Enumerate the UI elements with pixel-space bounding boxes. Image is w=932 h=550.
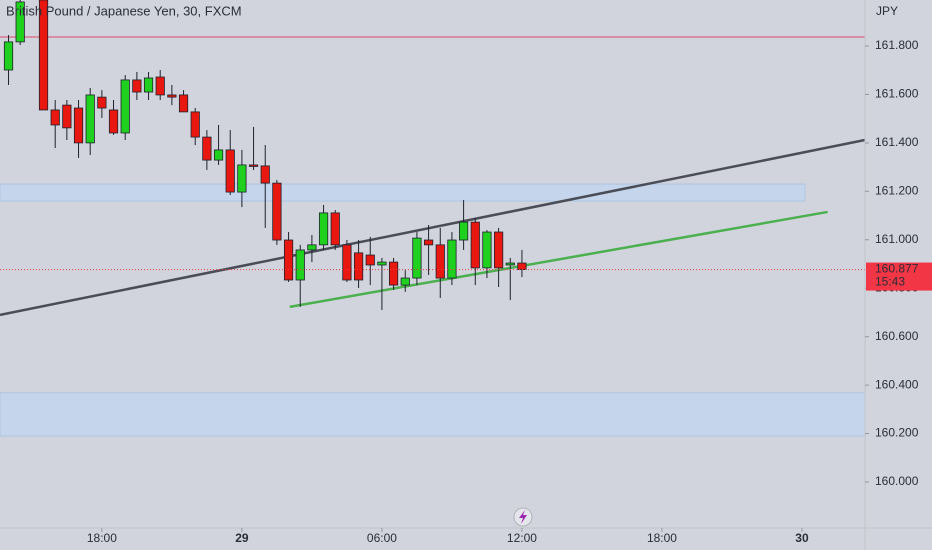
candle-body bbox=[73, 107, 84, 144]
candle-body bbox=[482, 231, 492, 269]
y-tick-label: 160.000 bbox=[875, 474, 919, 488]
candle-body bbox=[15, 1, 25, 43]
x-tick-label: 06:00 bbox=[367, 531, 397, 545]
candle-body bbox=[155, 76, 165, 96]
price-unit: JPY bbox=[876, 4, 898, 18]
candle-body bbox=[143, 77, 154, 93]
candle-body bbox=[423, 239, 434, 246]
candle-body bbox=[307, 244, 317, 251]
x-tick-label: 29 bbox=[235, 531, 249, 545]
trend-line bbox=[289, 210, 828, 309]
candle-body bbox=[447, 239, 457, 279]
candle-body bbox=[108, 109, 119, 134]
candle-body bbox=[202, 136, 212, 161]
chart-title: British Pound / Japanese Yen, 30, FXCM bbox=[6, 3, 242, 18]
y-tick-label: 160.200 bbox=[875, 426, 919, 440]
candle-body bbox=[458, 221, 469, 241]
countdown-label: 15:43 bbox=[875, 275, 905, 289]
candle-body bbox=[178, 94, 189, 113]
candle-body bbox=[470, 221, 480, 269]
candle-body bbox=[225, 149, 235, 193]
x-tick-label: 30 bbox=[795, 531, 809, 545]
candle-body bbox=[505, 262, 515, 266]
x-tick-label: 18:00 bbox=[647, 531, 677, 545]
replay-icon[interactable] bbox=[513, 507, 533, 527]
candle-body bbox=[190, 111, 200, 138]
candle-body bbox=[97, 96, 107, 109]
candle-body bbox=[435, 244, 445, 279]
candle-body bbox=[342, 244, 352, 281]
candle-body bbox=[260, 165, 270, 184]
candle-body bbox=[120, 79, 130, 134]
candle-body bbox=[517, 262, 527, 270]
plot-area bbox=[0, 0, 865, 437]
candle-body bbox=[400, 277, 410, 286]
y-tick-label: 161.000 bbox=[875, 232, 919, 246]
candle-body bbox=[494, 231, 504, 269]
last-price-label: 160.877 bbox=[875, 262, 919, 276]
candle-body bbox=[283, 239, 294, 281]
candle-body bbox=[365, 254, 375, 266]
candle-body bbox=[272, 182, 282, 241]
candle-body bbox=[237, 164, 247, 193]
candle-body bbox=[377, 261, 387, 266]
last-price-box bbox=[866, 262, 932, 291]
candle-body bbox=[213, 149, 224, 161]
icon-bolt[interactable] bbox=[519, 510, 527, 524]
y-tick-label: 161.400 bbox=[875, 135, 919, 149]
candle-body bbox=[167, 94, 177, 98]
trend-line bbox=[0, 138, 865, 317]
x-tick-label: 18:00 bbox=[87, 531, 117, 545]
candle-body bbox=[353, 252, 364, 281]
x-tick-label: 12:00 bbox=[507, 531, 537, 545]
zone bbox=[0, 392, 865, 437]
candle-body bbox=[132, 79, 142, 93]
candle-body bbox=[330, 212, 340, 246]
candle-body bbox=[295, 249, 305, 281]
candle-body bbox=[318, 212, 329, 246]
zone bbox=[0, 183, 806, 202]
candle-body bbox=[85, 94, 95, 144]
candle-body bbox=[38, 0, 49, 111]
candle-body bbox=[248, 164, 259, 167]
y-tick-label: 161.600 bbox=[875, 87, 919, 101]
candle-body bbox=[388, 261, 399, 286]
y-tick-label: 161.200 bbox=[875, 184, 919, 198]
y-tick-label: 161.800 bbox=[875, 38, 919, 52]
candle-body bbox=[62, 104, 72, 129]
y-tick-label: 160.400 bbox=[875, 377, 919, 391]
y-tick-label: 160.600 bbox=[875, 329, 919, 343]
candle-body bbox=[3, 41, 14, 71]
candle-body bbox=[412, 237, 422, 279]
candle-body bbox=[50, 109, 60, 126]
